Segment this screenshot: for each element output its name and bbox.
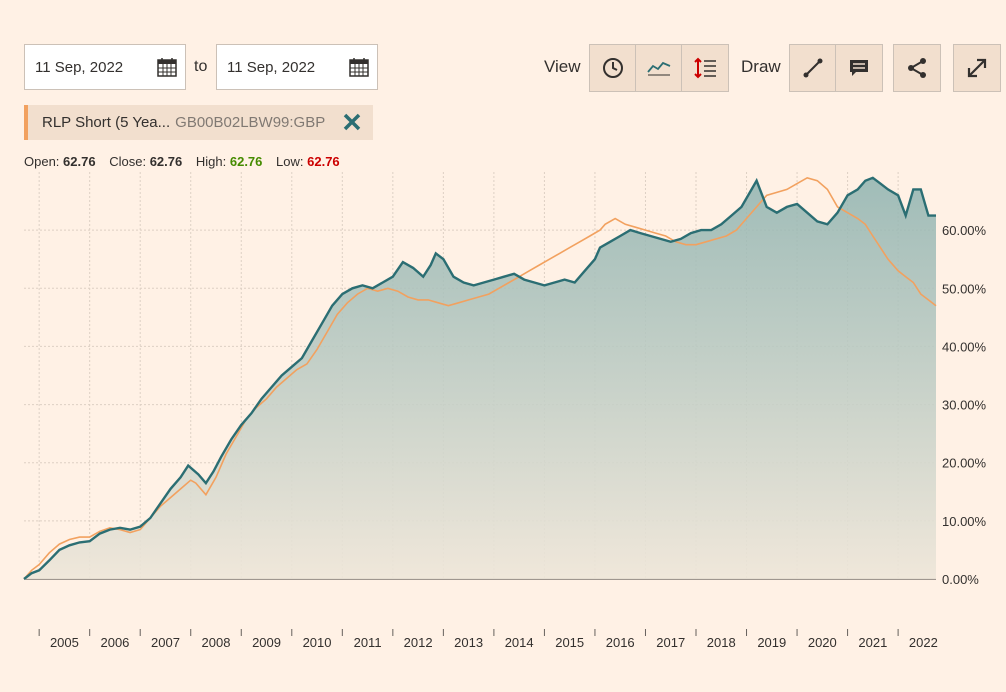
date-to-input[interactable]: 11 Sep, 2022 [216, 44, 378, 90]
y-tick-label: 40.00% [942, 339, 987, 354]
close-value: 62.76 [149, 154, 183, 169]
close-label: Close: [109, 154, 147, 169]
clock-icon [602, 58, 623, 78]
series-tag: RLP Short (5 Yea... GB00B02LBW99:GBP [24, 105, 373, 140]
low-label: Low: [276, 154, 304, 169]
annotation-button[interactable] [836, 45, 882, 91]
comparison-series-line [23, 176, 937, 580]
view-label: View [544, 57, 581, 76]
indicators-icon [694, 57, 716, 79]
y-tick-label: 50.00% [942, 281, 987, 296]
share-button[interactable] [894, 45, 940, 91]
x-tick-label: 2016 [606, 635, 635, 650]
y-tick-label: 10.00% [942, 514, 987, 529]
draw-label: Draw [741, 57, 781, 76]
low-value: 62.76 [307, 154, 340, 169]
x-tick-label: 2021 [858, 635, 887, 650]
trend-line-icon [803, 58, 822, 78]
x-tick-label: 2009 [252, 635, 281, 650]
x-tick-label: 2014 [505, 635, 534, 650]
fullscreen-button[interactable] [954, 45, 1000, 91]
y-tick-label: 20.00% [942, 456, 987, 471]
x-tick-label: 2020 [808, 635, 837, 650]
draw-button-group [789, 44, 883, 92]
fullscreen-icon [967, 58, 987, 78]
primary-series-area [24, 177, 936, 580]
x-tick-label: 2013 [454, 635, 483, 650]
x-tick-label: 2017 [656, 635, 685, 650]
indicators-button[interactable] [682, 45, 728, 91]
trend-line-button[interactable] [790, 45, 836, 91]
time-range-button[interactable] [590, 45, 636, 91]
close-icon[interactable] [343, 113, 361, 131]
y-tick-label: 0.00% [942, 572, 979, 587]
x-tick-label: 2015 [555, 635, 584, 650]
series-name: RLP Short (5 Yea... [42, 114, 171, 131]
view-button-group [589, 44, 729, 92]
x-tick-label: 2010 [303, 635, 332, 650]
x-tick-label: 2007 [151, 635, 180, 650]
primary-series-line [23, 176, 936, 580]
line-chart-icon [646, 61, 670, 76]
open-value: 62.76 [63, 154, 96, 169]
x-tick-label: 2022 [909, 635, 938, 650]
ohlc-readout: Open: 62.76 Close: 62.76 High: 62.76 Low… [24, 154, 350, 169]
x-tick-label: 2011 [354, 635, 382, 650]
share-icon [908, 58, 926, 78]
x-tick-label: 2018 [707, 635, 736, 650]
fullscreen-button-group [953, 44, 1001, 92]
x-tick-label: 2012 [404, 635, 433, 650]
to-label: to [194, 58, 208, 75]
x-tick-label: 2019 [757, 635, 786, 650]
y-tick-label: 30.00% [942, 398, 987, 413]
comment-icon [850, 60, 868, 76]
x-tick-label: 2006 [100, 635, 129, 650]
share-button-group [893, 44, 941, 92]
series-symbol: GB00B02LBW99:GBP [175, 114, 326, 131]
open-label: Open: [24, 154, 60, 169]
date-from-input[interactable]: 11 Sep, 2022 [24, 44, 186, 90]
date-to-value: 11 Sep, 2022 [227, 58, 316, 76]
high-label: High: [195, 154, 227, 169]
high-value: 62.76 [229, 154, 263, 169]
x-tick-label: 2005 [50, 635, 79, 650]
calendar-icon[interactable] [349, 57, 369, 77]
y-tick-label: 60.00% [942, 223, 987, 238]
calendar-icon[interactable] [157, 57, 177, 77]
date-from-value: 11 Sep, 2022 [35, 58, 124, 76]
chart-style-button[interactable] [636, 45, 682, 91]
x-tick-label: 2008 [202, 635, 231, 650]
